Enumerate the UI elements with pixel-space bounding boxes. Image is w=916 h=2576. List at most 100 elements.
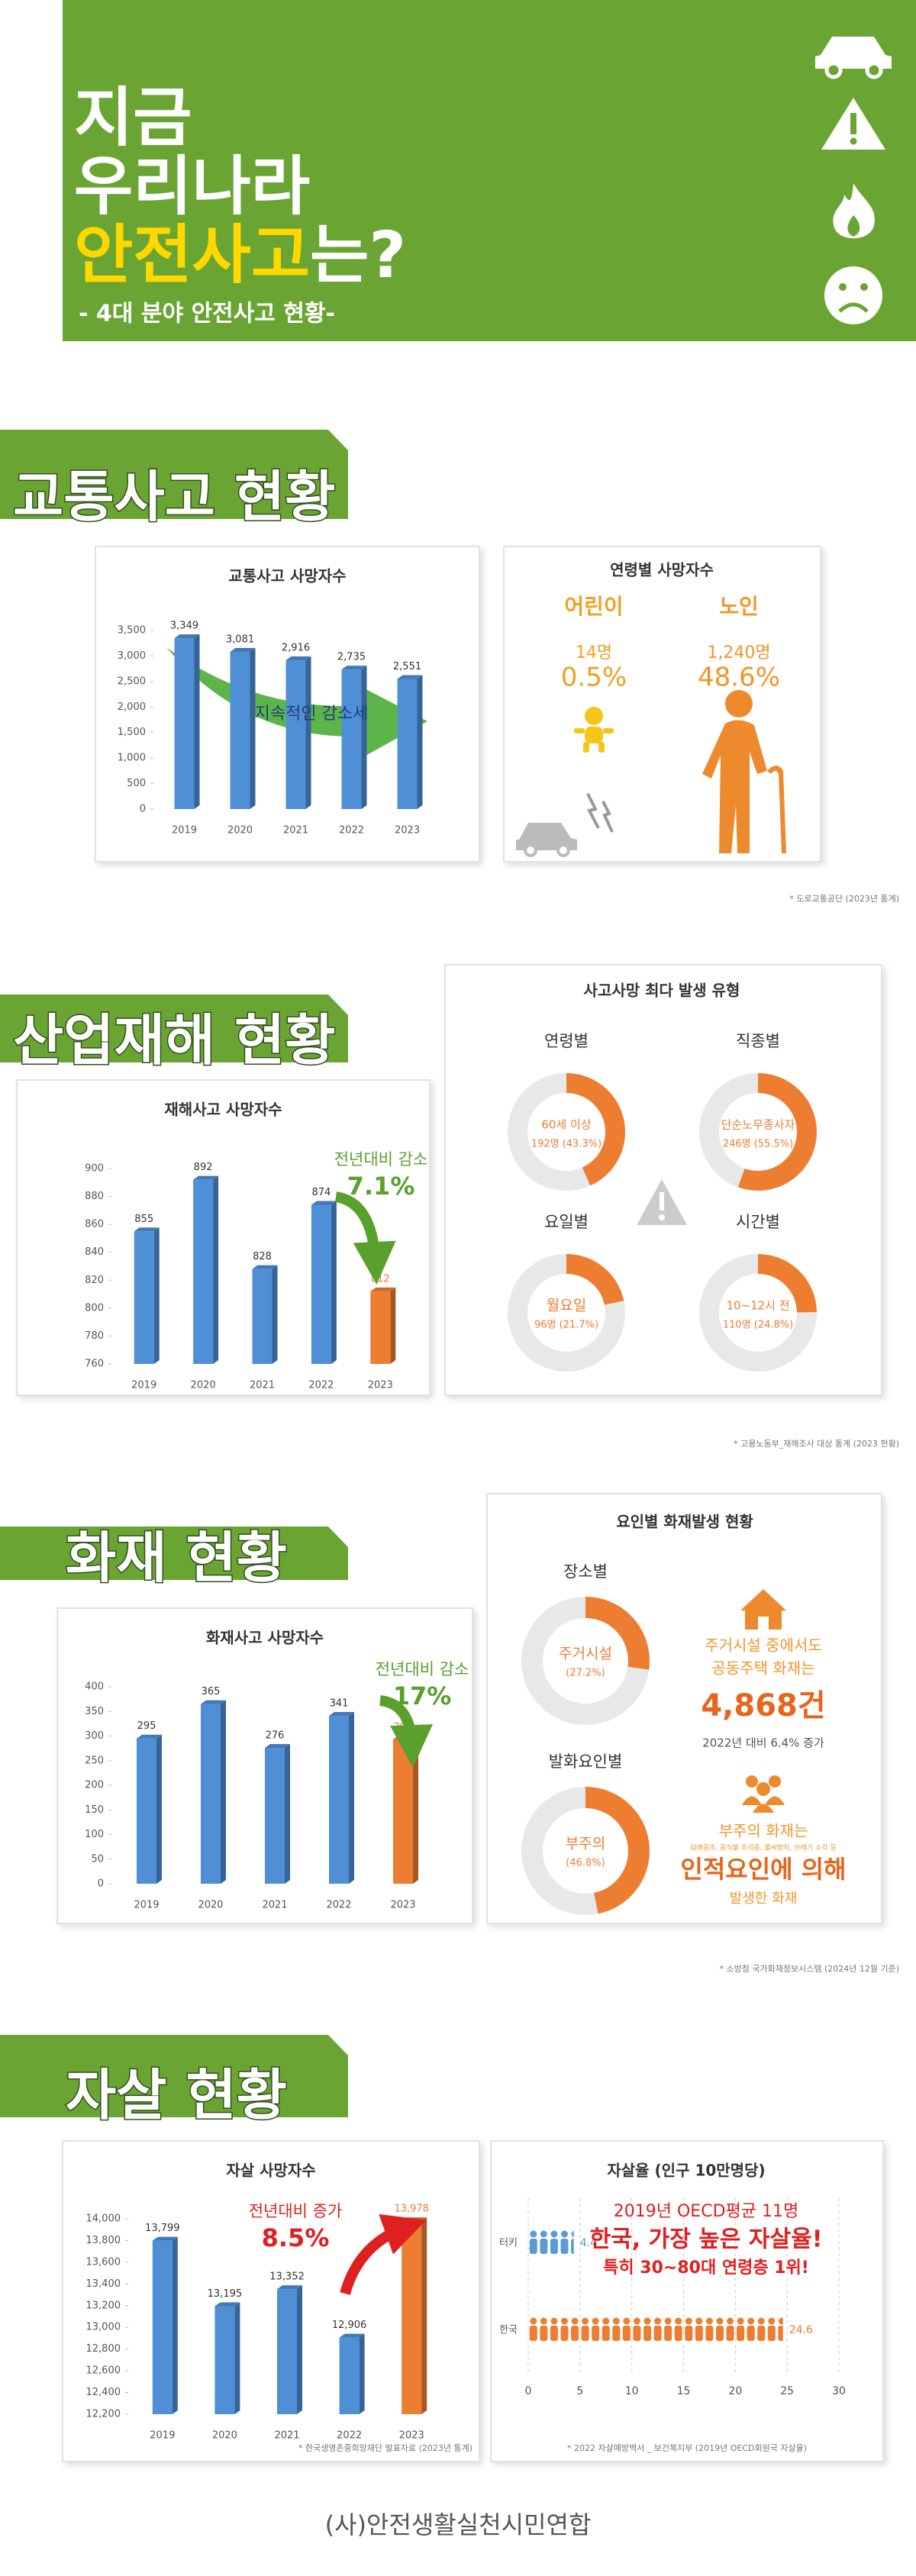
bar [397,679,418,809]
source-note: * 도로교통공단 (2023년 통계) [789,894,899,904]
elder-icon [702,690,786,853]
value-label: 13,352 [269,2271,305,2283]
person-body [571,2326,579,2341]
x-tick-label: 20 [728,2385,742,2397]
y-tick-label: 13,000 [86,2322,121,2333]
annotation-value: 8.5% [262,2223,330,2252]
person-head [633,2317,640,2325]
person-head [654,2317,662,2325]
bar-top [311,1201,337,1205]
value-label: (46.8%) [566,1858,605,1869]
section-title: 자살 현황 [66,2063,287,2127]
y-tick-label: 400 [85,1681,104,1693]
center-label: 60세 이상 [541,1118,591,1132]
person-body [571,2239,574,2254]
value-label: 276 [266,1730,285,1741]
bar-side [234,2302,240,2414]
annotation-arrow [334,1191,396,1285]
donut-arc [508,1254,625,1372]
group-name: 노인 [719,594,759,619]
person-head [664,2317,672,2325]
header-suffix: 는? [310,218,406,292]
x-tick-label: 2020 [191,1380,216,1391]
bar [265,1747,285,1884]
x-tick-label: 2020 [227,825,253,837]
value-label: 341 [330,1698,349,1710]
chart-title: 자살율 (인구 10만명당) [607,2162,765,2180]
person-head [571,2317,579,2325]
note: 특히 30~80대 연령층 1위! [603,2258,809,2278]
center-label: 단순노무종사자 [721,1118,795,1132]
value-label: 2,735 [337,652,366,663]
person-head [560,2317,568,2325]
person-body [685,2326,693,2341]
person-body [602,2326,610,2341]
person-head [592,2317,599,2325]
y-tick-label: 13,600 [86,2256,121,2268]
y-tick-label: 12,400 [86,2387,121,2398]
header-line: 우리나라 [74,149,310,224]
bar-top [252,1265,278,1269]
person-head [612,2317,620,2325]
fire-note: 발생한 화재 [730,1891,798,1907]
bar-top [137,1734,162,1739]
value-label: 365 [202,1686,221,1697]
x-tick-label: 15 [677,2385,691,2397]
y-tick-label: 1,000 [118,753,146,764]
pictograph-bar [529,2317,783,2341]
y-tick-label: 3,500 [118,625,146,637]
bar-top [230,648,256,653]
value-label: 24.6 [789,2324,813,2336]
footer: (사)안전생활실천시민연합 [325,2510,592,2539]
people-icon [742,1775,785,1813]
person-head [705,2317,713,2325]
x-tick-label: 2021 [274,2430,299,2442]
person-head [571,2230,574,2238]
sad-eye [839,283,847,291]
fire-note: 부주의 화재는 [719,1822,808,1840]
y-tick-label: 14,000 [86,2213,121,2225]
y-tick-label: 200 [85,1780,104,1791]
person-body [622,2326,631,2341]
header-highlight: 안전사고 [74,218,310,292]
person-head [685,2317,692,2325]
chart-title: 요인별 화재발생 현황 [616,1513,753,1531]
section-title: 화재 현황 [66,1526,287,1590]
person-body [550,2326,558,2341]
x-tick-label: 25 [780,2385,794,2397]
panel [16,1079,431,1396]
person-body [695,2326,703,2341]
person-head [727,2317,734,2325]
person-head [530,2317,537,2325]
value-label: 12,906 [332,2320,367,2331]
bar-side [172,2236,178,2414]
bar-top [152,2236,178,2241]
baby-icon [574,707,614,753]
bar-side [156,1734,162,1884]
section-banner [0,995,348,1062]
sad-eye [860,283,868,291]
person-body [529,2326,537,2341]
y-tick-label: 3,000 [118,650,146,662]
category-label: 터키 [499,2238,518,2249]
person-head [747,2317,755,2325]
warning-mark [850,113,856,134]
bar-top [329,1712,354,1717]
value-label: 96명 (21.7%) [534,1320,598,1331]
y-tick-label: 880 [85,1191,104,1202]
fire-note: 주거시설 중에서도 [705,1636,822,1655]
group-count: 14명 [576,643,612,663]
chart-title: 재해사고 사망자수 [164,1101,282,1119]
car-icon [815,37,892,69]
x-tick-label: 2022 [339,825,364,837]
person-body [653,2326,662,2341]
person-head [550,2230,558,2238]
source-note: * 한국생명존중희망재단 발표자료 (2023년 통계) [298,2443,473,2453]
chart-title: 사고사망 최다 발생 유형 [584,982,740,1000]
sad-face-icon [824,266,882,324]
bar [137,1738,156,1884]
category-label: 시간별 [736,1213,780,1231]
person-body [550,2239,558,2254]
bar-top [370,1287,396,1291]
